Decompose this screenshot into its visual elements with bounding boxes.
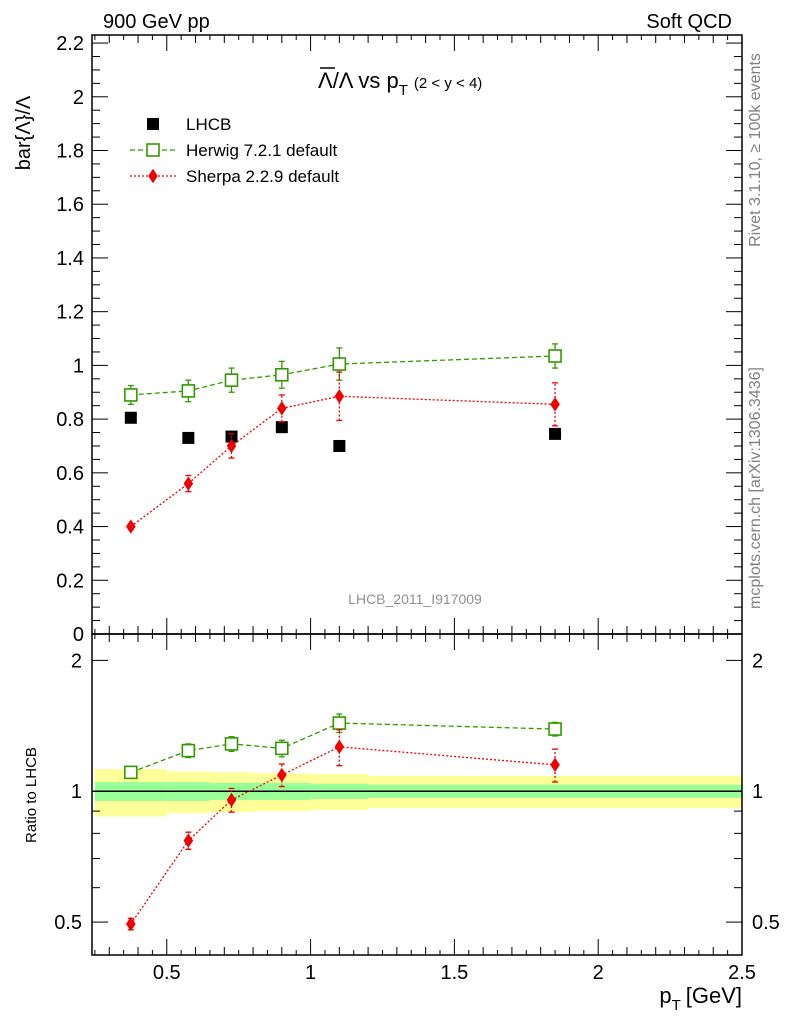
data-point [147,118,159,130]
data-point [548,349,562,363]
data-point [549,427,562,440]
ratio-y-tick-label-right: 2 [752,650,763,672]
data-point [226,792,237,808]
ratio-plot-area: 0.5 1 1.5 2 2.5 0.5 0.5 1 1 2 2 [54,633,780,984]
data-point [226,438,237,454]
rivet-label: Rivet 3.1.10, ≥ 100k events [747,53,764,247]
data-point [182,431,195,444]
main-title-text: Λ/Λ vs p [318,68,399,93]
x-axis-label: pT [GeV] [659,983,742,1014]
y-tick-label: 1.8 [56,141,84,163]
legend-label: LHCB [186,115,231,134]
main-ylabel: bar{Λ}/Λ [13,95,35,170]
series-line [130,722,556,773]
series-line [130,395,556,528]
ratio-y-tick-label-right: 1 [752,781,763,803]
ratio-frame [91,633,743,956]
header-left: 900 GeV pp [103,11,210,33]
header-right: Soft QCD [646,11,732,33]
series-line [130,746,556,925]
x-tick-label: 2.5 [728,962,756,984]
x-tick-label: 1 [305,962,316,984]
data-point [183,833,194,848]
data-point [124,765,138,780]
y-tick-label: 0.8 [56,409,84,431]
analysis-watermark: LHCB_2011_I917009 [348,591,482,607]
data-point [277,401,287,416]
data-point [146,143,160,157]
data-point [550,757,560,773]
data-point [181,384,196,398]
y-tick-label: 1.4 [56,248,84,270]
legend-label: Sherpa 2.2.9 default [186,167,339,186]
y-tick-label: 1.2 [56,302,84,324]
data-point [126,519,136,534]
series-line [130,355,556,396]
data-point [148,168,158,184]
main-plot-area: 0 0.2 0.4 0.6 0.8 1 1.2 1.4 1.6 1.8 2 2.2 [56,33,743,646]
data-point [181,743,196,758]
y-tick-label: 2 [73,87,84,109]
main-title: Λ/Λ vs pT (2 < y < 4) [318,68,482,99]
data-point [126,916,136,932]
x-tick-label: 2 [593,962,604,984]
legend: LHCB Herwig 7.2.1 default Sherpa 2.2.9 def… [130,115,339,186]
x-tick-label: 0.5 [153,962,181,984]
ratio-y-tick-label: 2 [71,650,82,672]
y-tick-label: 1.6 [56,194,84,216]
x-tick-label: 1.5 [440,962,468,984]
data-point [275,367,289,382]
y-tick-label: 2.2 [56,33,84,55]
ratio-y-tick-label-right: 0.5 [752,912,780,934]
data-point [224,373,239,387]
data-point [334,389,345,404]
ratio-y-tick-label: 0.5 [54,912,82,934]
y-tick-label: 0.4 [56,517,84,539]
data-point [277,767,287,783]
data-point [124,411,137,424]
legend-label: Herwig 7.2.1 default [186,141,337,160]
data-point [224,737,239,751]
data-point [332,716,347,730]
main-title-sub: T [399,82,408,99]
y-tick-label: 0 [73,624,84,646]
y-tick-label: 0.2 [56,570,84,592]
data-point [333,439,346,452]
y-tick-label: 1 [73,355,84,377]
main-title-suffix: (2 < y < 4) [414,75,482,92]
ratio-y-tick-label: 1 [71,781,82,803]
x-axis-label-unit: [GeV] [686,983,742,1008]
y-tick-label: 0.6 [56,463,84,485]
x-axis-label-p: p [659,983,671,1008]
data-point [334,739,345,755]
data-point [275,741,289,756]
data-point [548,722,562,736]
mcplots-label: mcplots.cern.ch [arXiv:1306.3436] [747,367,764,609]
data-point [124,388,138,402]
data-point [275,421,288,434]
data-point [183,476,194,491]
x-axis-label-sub: T [672,997,681,1014]
data-point [332,357,347,371]
ratio-ylabel: Ratio to LHCB [23,747,40,843]
data-point [550,397,560,412]
